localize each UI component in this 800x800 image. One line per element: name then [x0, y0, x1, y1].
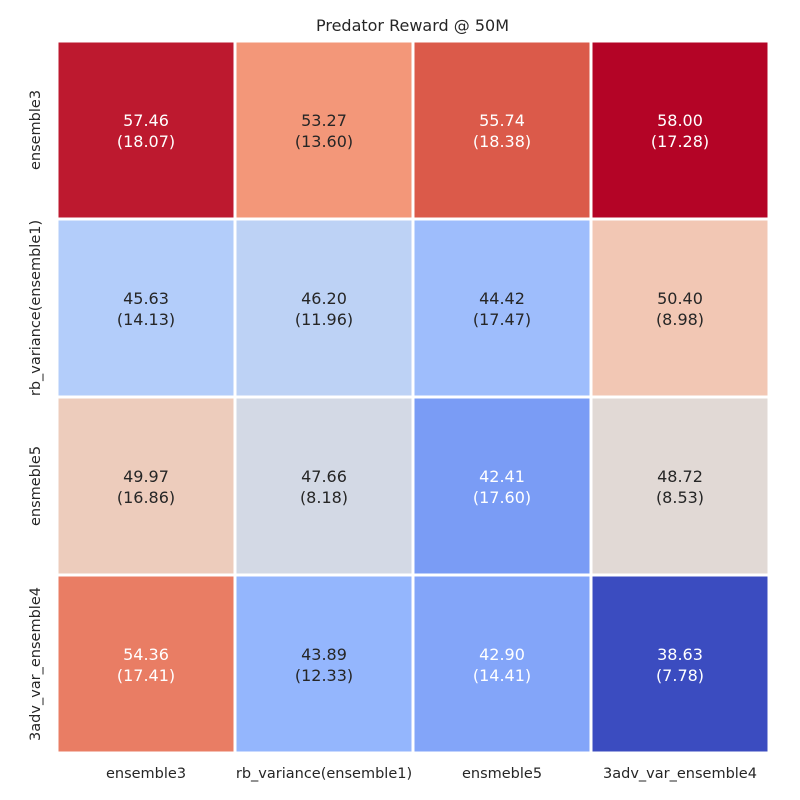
x-tick-label: ensemble3	[106, 766, 186, 782]
heatmap-cell	[55, 395, 237, 577]
cell-std-label: (18.38)	[473, 132, 531, 151]
cell-value-label: 47.66	[301, 467, 347, 486]
cell-value-label: 55.74	[479, 111, 525, 130]
cell-value-label: 57.46	[123, 111, 169, 130]
heatmap-cell	[233, 573, 415, 755]
cell-value-label: 45.63	[123, 289, 169, 308]
cell-std-label: (11.96)	[295, 310, 353, 329]
y-tick-label: 3adv_var_ensemble4	[28, 587, 44, 741]
chart-title: Predator Reward @ 50M	[316, 16, 509, 35]
y-tick-labels: ensemble3 rb_variance(ensemble1) ensmeble5…	[28, 90, 44, 741]
heatmap-cell	[589, 217, 771, 399]
heatmap-cell	[55, 39, 237, 221]
cell-std-label: (17.28)	[651, 132, 709, 151]
cell-value-label: 53.27	[301, 111, 347, 130]
cell-std-label: (13.60)	[295, 132, 353, 151]
heatmap-cell	[233, 395, 415, 577]
heatmap-cell	[589, 573, 771, 755]
heatmap-cell	[233, 39, 415, 221]
cell-std-label: (14.13)	[117, 310, 175, 329]
heatmap-cell	[411, 573, 593, 755]
cell-value-label: 46.20	[301, 289, 347, 308]
cell-value-label: 42.90	[479, 645, 525, 664]
heatmap-cell	[589, 39, 771, 221]
cell-std-label: (8.18)	[300, 488, 348, 507]
cell-std-label: (16.86)	[117, 488, 175, 507]
cell-std-label: (7.78)	[656, 666, 704, 685]
y-tick-label: ensmeble5	[28, 446, 44, 526]
cell-std-label: (8.53)	[656, 488, 704, 507]
cell-value-label: 49.97	[123, 467, 169, 486]
cell-value-label: 50.40	[657, 289, 703, 308]
cell-value-label: 42.41	[479, 467, 525, 486]
cell-std-label: (17.60)	[473, 488, 531, 507]
cell-value-label: 54.36	[123, 645, 169, 664]
y-tick-label: ensemble3	[28, 90, 44, 170]
cell-value-label: 38.63	[657, 645, 703, 664]
cell-std-label: (17.47)	[473, 310, 531, 329]
cell-value-label: 43.89	[301, 645, 347, 664]
heatmap-cell	[233, 217, 415, 399]
cell-value-label: 44.42	[479, 289, 525, 308]
cell-std-label: (14.41)	[473, 666, 531, 685]
heatmap-cell	[589, 395, 771, 577]
heatmap-cell	[411, 217, 593, 399]
x-tick-label: 3adv_var_ensemble4	[603, 766, 757, 782]
heatmap-cell	[411, 39, 593, 221]
cell-value-label: 58.00	[657, 111, 703, 130]
cell-std-label: (18.07)	[117, 132, 175, 151]
heatmap-cell	[55, 217, 237, 399]
cell-value-label: 48.72	[657, 467, 703, 486]
heatmap-cells: 57.46 (18.07) 53.27 (13.60) 55.74 (18.38) 58.0…	[55, 39, 771, 755]
x-tick-label: ensmeble5	[462, 766, 542, 782]
x-tick-label: rb_variance(ensemble1)	[236, 766, 412, 782]
cell-std-label: (12.33)	[295, 666, 353, 685]
y-tick-label: rb_variance(ensemble1)	[28, 220, 44, 396]
cell-std-label: (17.41)	[117, 666, 175, 685]
heatmap-cell	[55, 573, 237, 755]
x-tick-labels: ensemble3 rb_variance(ensemble1) ensmeble5…	[106, 766, 757, 782]
heatmap-cell	[411, 395, 593, 577]
cell-std-label: (8.98)	[656, 310, 704, 329]
